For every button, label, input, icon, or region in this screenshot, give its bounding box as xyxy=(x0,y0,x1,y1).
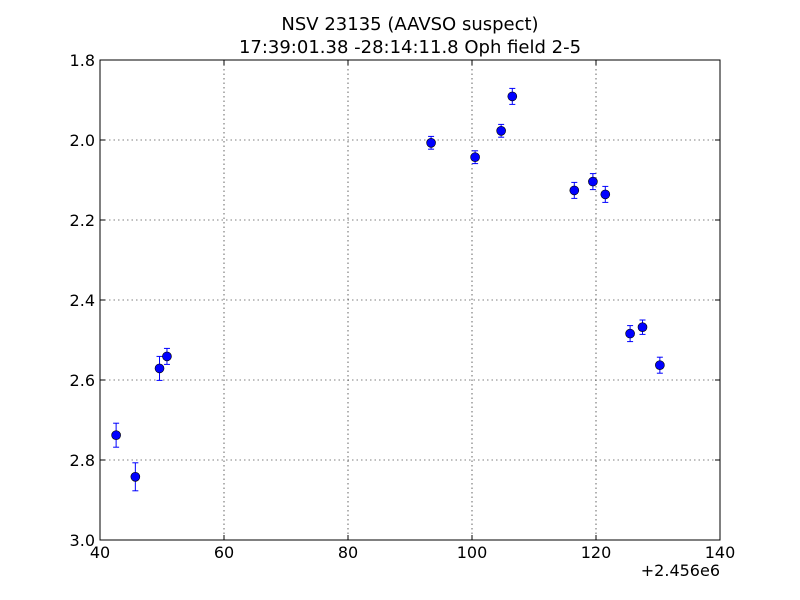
tick-labels: 40 60 80 100 120 140 1.8 2.0 2.2 2.4 2.6 2.8 3.0 xyxy=(70,51,736,562)
x-tick-label: 100 xyxy=(457,543,488,562)
y-tick-label: 1.8 xyxy=(70,51,95,70)
data-point xyxy=(637,322,648,333)
data-point xyxy=(600,189,611,200)
data-point xyxy=(111,430,121,441)
data-point xyxy=(154,363,165,374)
x-tick-label: 80 xyxy=(338,543,358,562)
y-tick-label: 2.0 xyxy=(70,131,95,150)
data-point xyxy=(569,185,580,196)
x-tick-label: 60 xyxy=(214,543,234,562)
plot-frame xyxy=(99,59,721,541)
y-tick-label: 2.4 xyxy=(70,291,95,310)
data-point xyxy=(162,351,172,362)
data-point xyxy=(588,176,598,187)
data-point xyxy=(507,91,518,102)
data-point xyxy=(625,328,635,339)
data-point xyxy=(655,360,665,371)
y-tick-label: 3.0 xyxy=(70,531,95,550)
x-tick-label: 40 xyxy=(90,543,110,562)
x-tick-label: 120 xyxy=(581,543,612,562)
data-point xyxy=(470,152,480,162)
data-point xyxy=(496,126,506,136)
x-tick-label: 140 xyxy=(705,543,736,562)
chart-title-line-2: 17:39:01.38 -28:14:11.8 Oph field 2-5 xyxy=(239,37,581,58)
x-offset-label: +2.456e6 xyxy=(641,561,720,580)
y-tick-label: 2.8 xyxy=(70,451,95,470)
data-point xyxy=(426,138,436,148)
y-tick-label: 2.2 xyxy=(70,211,95,230)
data-point xyxy=(130,471,141,482)
grid-lines xyxy=(100,60,720,540)
chart-title-line-1: NSV 23135 (AAVSO suspect) xyxy=(281,14,538,35)
data-points xyxy=(111,87,665,492)
y-tick-label: 2.6 xyxy=(70,371,95,390)
